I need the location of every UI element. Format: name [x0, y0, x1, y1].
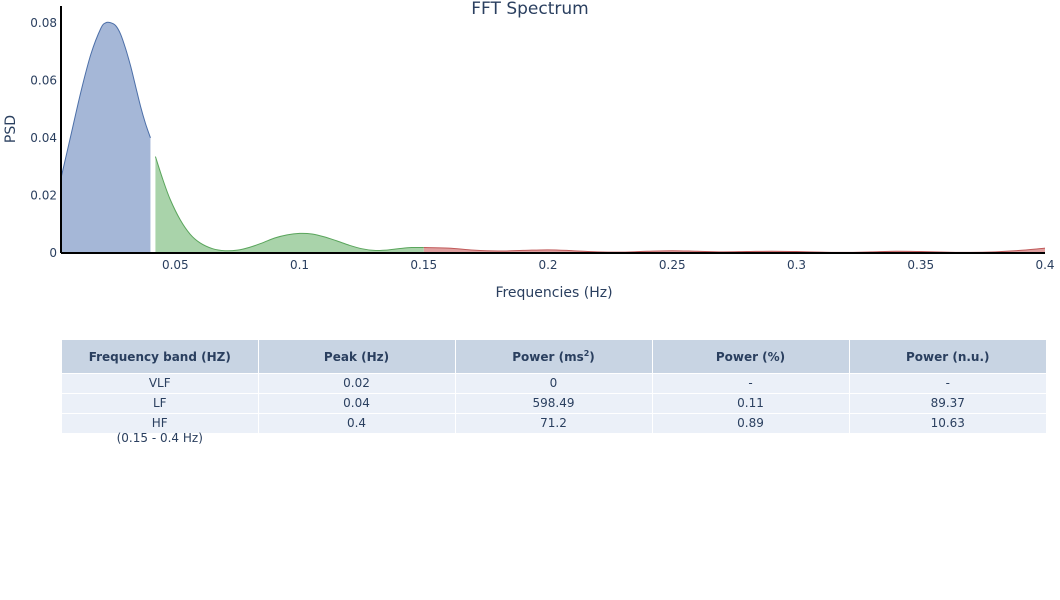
table-row-lf: LF 0.04 598.49 0.11 89.37 — [62, 394, 1046, 414]
table-header-row: Frequency band (HZ) Peak (Hz) Power (ms2… — [62, 340, 1046, 374]
header-power-percent: Power (%) — [652, 340, 849, 374]
x-tick-label: 0.35 — [907, 258, 934, 272]
cell-peak: 0.4 — [258, 414, 455, 434]
table-row-vlf: VLF 0.02 0 - - — [62, 374, 1046, 394]
x-tick-label: 0.15 — [410, 258, 437, 272]
chart-title: FFT Spectrum — [471, 0, 588, 19]
cell-nu: - — [849, 374, 1046, 394]
cell-band: VLF — [62, 374, 258, 394]
x-tick-label: 0.2 — [538, 258, 557, 272]
x-tick-label: 0.05 — [162, 258, 189, 272]
y-tick-label: 0.08 — [30, 16, 57, 30]
header-power-ms2-text: Power (ms — [512, 350, 584, 364]
cell-percent: - — [652, 374, 849, 394]
cell-percent: 0.11 — [652, 394, 849, 414]
cell-percent: 0.89 — [652, 414, 849, 434]
x-tick-label: 0.4 — [1035, 258, 1054, 272]
y-tick-label: 0.02 — [30, 188, 57, 202]
y-tick-labels: 0 0.02 0.04 0.06 0.08 — [30, 16, 57, 260]
x-axis-title: Frequencies (Hz) — [495, 285, 612, 301]
cell-power: 0 — [455, 374, 652, 394]
cell-band: LF — [62, 394, 258, 414]
cell-nu: 89.37 — [849, 394, 1046, 414]
y-tick-label: 0 — [49, 246, 57, 260]
header-power-ms2-close: ) — [589, 350, 594, 364]
series-0-area — [61, 22, 150, 253]
x-tick-label: 0.3 — [787, 258, 806, 272]
cell-nu: 10.63 — [849, 414, 1046, 434]
cell-power: 598.49 — [455, 394, 652, 414]
header-power-ms2: Power (ms2) — [455, 340, 652, 374]
frequency-band-table: Frequency band (HZ) Peak (Hz) Power (ms2… — [62, 340, 1046, 434]
cell-band-range: (0.15 - 0.4 Hz) — [62, 431, 258, 445]
y-axis-title: PSD — [3, 115, 19, 143]
series-1-area — [155, 157, 423, 253]
x-tick-labels: 0.05 0.1 0.15 0.2 0.25 0.3 0.35 0.4 — [162, 258, 1055, 272]
cell-peak: 0.02 — [258, 374, 455, 394]
cell-peak: 0.04 — [258, 394, 455, 414]
cell-power: 71.2 — [455, 414, 652, 434]
fft-spectrum-chart: 0.05 0.1 0.15 0.2 0.25 0.3 0.35 0.4 0 0.02 0.04 0.… — [0, 0, 1060, 330]
y-tick-label: 0.06 — [30, 73, 57, 87]
table-row-hf: HF (0.15 - 0.4 Hz) 0.4 71.2 0.89 10.63 — [62, 414, 1046, 434]
y-tick-label: 0.04 — [30, 131, 57, 145]
series-layer — [61, 22, 1045, 253]
cell-band: HF (0.15 - 0.4 Hz) — [62, 414, 258, 434]
x-tick-label: 0.1 — [290, 258, 309, 272]
cell-band-label: HF — [152, 416, 168, 430]
header-power-nu: Power (n.u.) — [849, 340, 1046, 374]
x-tick-label: 0.25 — [659, 258, 686, 272]
header-peak: Peak (Hz) — [258, 340, 455, 374]
header-frequency-band: Frequency band (HZ) — [62, 340, 258, 374]
